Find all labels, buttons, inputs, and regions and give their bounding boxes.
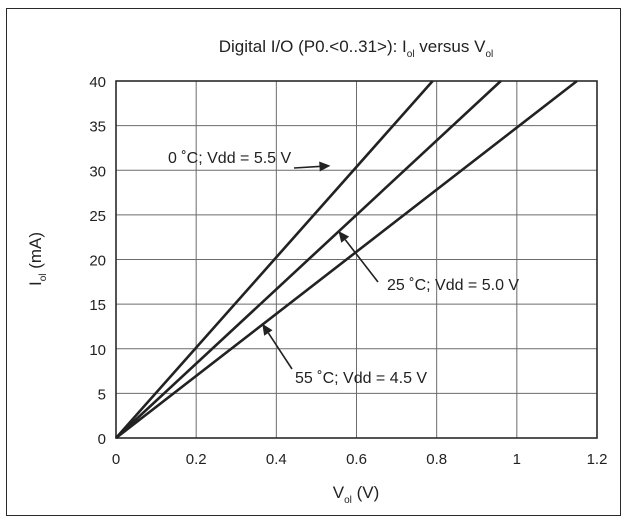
x-tick-label: 1.2 bbox=[587, 451, 608, 468]
chart-frame bbox=[6, 8, 621, 516]
y-axis-label-sub: ol bbox=[38, 274, 49, 282]
annotation-layer: 0 ˚C; Vdd = 5.5 V 25 ˚C; Vdd = 5.0 V 55 ˚C… bbox=[168, 150, 519, 387]
series-layer bbox=[115, 79, 578, 440]
annotation-arrowhead bbox=[319, 161, 331, 172]
annotation-label: 25 ˚C; Vdd = 5.0 V bbox=[387, 277, 519, 294]
annotation-arrow bbox=[267, 332, 293, 370]
chart-title-sub2: ol bbox=[485, 49, 493, 60]
y-axis-label-main: I bbox=[26, 281, 45, 286]
annotation-arrowhead bbox=[338, 230, 350, 243]
annotation-label: 55 ˚C; Vdd = 4.5 V bbox=[295, 370, 427, 387]
x-axis-label-main: V bbox=[333, 483, 345, 502]
annotation-arrow bbox=[344, 239, 379, 283]
y-tick-label: 0 bbox=[98, 431, 106, 448]
chart-title-middle: versus V bbox=[415, 37, 487, 56]
y-tick-label: 15 bbox=[89, 297, 106, 314]
tick-layer: 0 0.2 0.4 0.6 0.8 1 1.2 0 5 10 15 20 25 30 35 40 bbox=[89, 74, 607, 468]
chart-title-sub1: ol bbox=[407, 49, 415, 60]
x-axis-label-sub: ol bbox=[344, 495, 352, 506]
plot-area bbox=[115, 80, 598, 439]
x-tick-label: 1 bbox=[513, 451, 521, 468]
y-axis-label-unit: (mA) bbox=[26, 232, 45, 274]
y-axis-label: Iol (mA) bbox=[26, 232, 49, 286]
y-tick-label: 25 bbox=[89, 208, 106, 225]
x-tick-label: 0.8 bbox=[426, 451, 447, 468]
annotation-arrow bbox=[293, 165, 320, 169]
chart-title-prefix: Digital I/O (P0.<0..31>): I bbox=[219, 37, 407, 56]
annotation-label: 0 ˚C; Vdd = 5.5 V bbox=[168, 150, 292, 167]
x-tick-label: 0 bbox=[112, 451, 120, 468]
series-line-2 bbox=[115, 79, 578, 440]
x-tick-label: 0.4 bbox=[266, 451, 287, 468]
x-tick-label: 0.6 bbox=[346, 451, 367, 468]
y-tick-label: 10 bbox=[89, 342, 106, 359]
y-tick-label: 35 bbox=[89, 119, 106, 136]
series-line-1 bbox=[115, 80, 502, 439]
series-line-0 bbox=[115, 80, 434, 439]
annotation-arrowhead bbox=[262, 323, 273, 336]
x-axis-label-unit: (V) bbox=[352, 483, 379, 502]
y-tick-label: 20 bbox=[89, 253, 106, 270]
x-tick-label: 0.2 bbox=[186, 451, 207, 468]
y-tick-label: 40 bbox=[89, 74, 106, 91]
y-tick-label: 30 bbox=[89, 163, 106, 180]
x-axis-label: Vol (V) bbox=[333, 483, 380, 506]
y-tick-label: 5 bbox=[98, 386, 106, 403]
chart-title: Digital I/O (P0.<0..31>): Iol versus Vol bbox=[219, 37, 493, 60]
